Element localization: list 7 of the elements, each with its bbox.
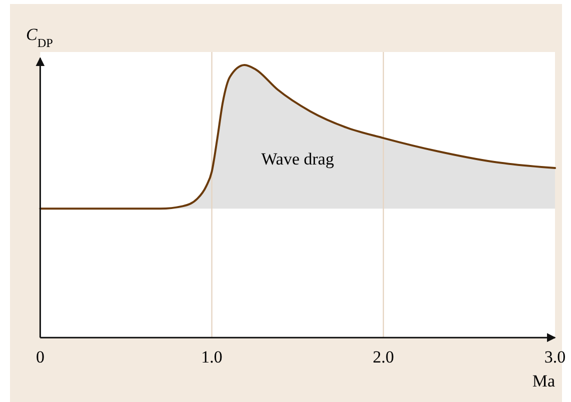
x-tick-label: 1.0 (201, 348, 222, 367)
x-axis-title: Ma (532, 372, 556, 391)
x-tick-label: 0 (36, 348, 44, 367)
y-axis-title: C$_{DP}$ (26, 25, 54, 50)
x-tick-label: 2.0 (372, 348, 394, 367)
annotation: Wave drag (261, 149, 334, 168)
x-tick-label: 3.0 (544, 348, 566, 367)
